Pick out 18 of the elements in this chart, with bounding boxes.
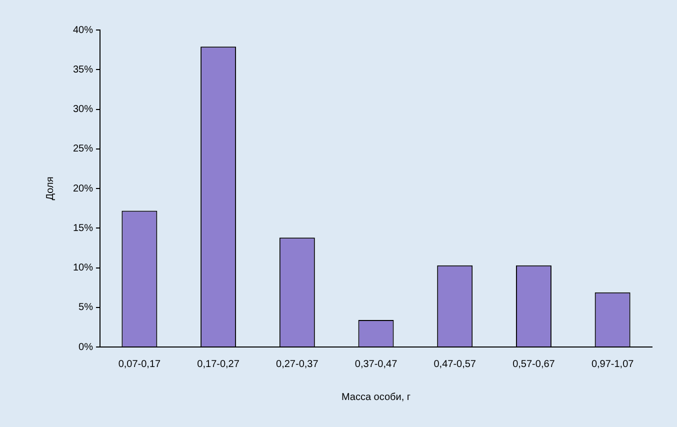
x-tick-label: 0,27-0,37 [276, 358, 319, 370]
x-tick-label: 0,47-0,57 [434, 358, 476, 370]
x-axis-title: Масса особи, г [341, 392, 411, 403]
y-tick-label: 20% [73, 183, 94, 194]
y-tick-label: 0% [78, 342, 94, 353]
x-tick-label: 0,97-1,07 [591, 358, 634, 370]
y-tick-label: 35% [73, 64, 94, 76]
y-tick-label: 15% [73, 222, 94, 234]
y-tick-label: 10% [73, 262, 94, 274]
x-tick-label: 0,17-0,27 [197, 358, 240, 370]
y-tick-label: 5% [78, 302, 94, 314]
x-tick-label: 0,57-0,67 [512, 358, 556, 370]
y-axis-title: Доля [44, 176, 56, 200]
y-tick-label: 25% [73, 144, 94, 155]
x-tick-label: 0,07-0,17 [118, 358, 162, 370]
y-tick-label: 30% [73, 104, 94, 115]
x-tick-label: 0,37-0,47 [354, 358, 398, 370]
y-tick-label: 40% [73, 24, 94, 36]
